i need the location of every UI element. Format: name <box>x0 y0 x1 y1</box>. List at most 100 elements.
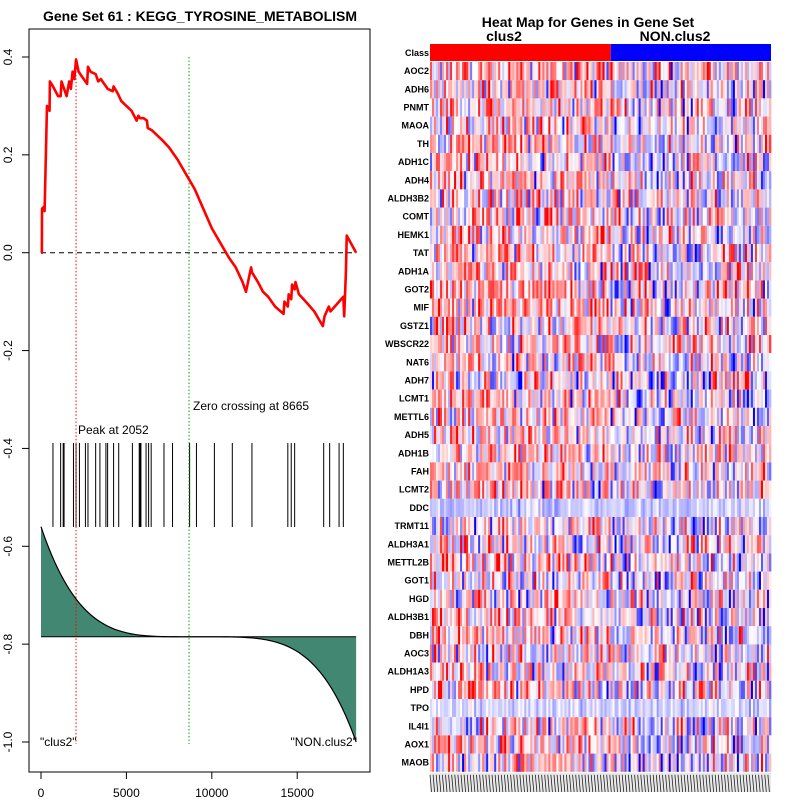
heatmap-cell <box>602 116 605 135</box>
heatmap-cell <box>552 280 555 299</box>
heatmap-cell <box>598 207 601 226</box>
heatmap-cell <box>630 262 633 281</box>
heatmap-cell <box>684 335 688 354</box>
heatmap-cell <box>596 535 599 554</box>
heatmap-cell <box>498 498 501 517</box>
heatmap-cell <box>510 480 513 499</box>
heatmap-cell <box>444 371 447 390</box>
heatmap-cell <box>650 98 654 117</box>
heatmap-cell <box>572 244 575 263</box>
heatmap-cell <box>510 244 513 263</box>
heatmap-cell <box>686 116 690 135</box>
heatmap-cell <box>456 171 459 190</box>
heatmap-cell <box>492 571 495 590</box>
heatmap-cell <box>488 426 491 445</box>
heatmap-cell <box>498 535 501 554</box>
heatmap-cell <box>476 498 479 517</box>
heatmap-cell <box>622 498 625 517</box>
heatmap-cell <box>464 116 467 135</box>
heatmap-cell <box>530 153 533 172</box>
heatmap-cell <box>624 207 627 226</box>
heatmap-cell <box>556 171 559 190</box>
heatmap-cell <box>744 444 748 463</box>
heatmap-cell <box>738 207 742 226</box>
heatmap-cell <box>528 389 531 408</box>
heatmap-cell <box>520 98 523 117</box>
heatmap-cell <box>672 280 676 299</box>
heatmap-cell <box>758 262 762 281</box>
heatmap-cell <box>624 189 627 208</box>
heatmap-cell <box>636 407 639 426</box>
gene-hit-ticks <box>52 443 344 527</box>
heatmap-cell <box>618 462 621 481</box>
heatmap-cell <box>660 407 664 426</box>
heatmap-cell <box>604 553 607 572</box>
heatmap-cell <box>636 244 639 263</box>
heatmap-cell <box>488 571 491 590</box>
heatmap-cell <box>708 553 712 572</box>
heatmap-cell <box>458 553 461 572</box>
heatmap-cell <box>442 80 445 99</box>
heatmap-cell <box>662 335 666 354</box>
heatmap-cell <box>732 444 736 463</box>
heatmap-cell <box>642 280 645 299</box>
heatmap-cell <box>562 98 565 117</box>
heatmap-cell <box>458 171 461 190</box>
heatmap-cell <box>452 535 455 554</box>
heatmap-cell <box>662 298 666 317</box>
heatmap-cell <box>710 225 714 244</box>
heatmap-cell <box>580 225 583 244</box>
heatmap-cell <box>494 480 497 499</box>
heatmap-cell <box>610 171 613 190</box>
heatmap-cell <box>580 389 583 408</box>
heatmap-cell <box>514 517 517 536</box>
heatmap-cell <box>690 207 694 226</box>
heatmap-cell <box>496 535 499 554</box>
heatmap-cell <box>472 498 475 517</box>
heatmap-cell <box>510 62 513 81</box>
heatmap-cell <box>664 371 668 390</box>
heatmap-cell <box>740 189 744 208</box>
heatmap-cell <box>500 480 503 499</box>
heatmap-cell <box>750 426 754 445</box>
heatmap-cell <box>508 426 511 445</box>
heatmap-cell <box>728 280 732 299</box>
heatmap-cell <box>488 298 491 317</box>
heatmap-cell <box>676 316 680 335</box>
heatmap-row-COMT <box>430 207 772 226</box>
heatmap-cell <box>596 480 599 499</box>
heatmap-cell <box>654 316 658 335</box>
heatmap-cell <box>596 80 599 99</box>
heatmap-cell <box>672 335 676 354</box>
heatmap-cell <box>642 535 645 554</box>
heatmap-cell <box>618 225 621 244</box>
heatmap-cell <box>660 134 664 153</box>
heatmap-cell <box>646 280 649 299</box>
heatmap-cell <box>498 171 501 190</box>
heatmap-cell <box>738 244 742 263</box>
heatmap-cell <box>448 225 451 244</box>
heatmap-cell <box>564 244 567 263</box>
heatmap-cell <box>502 80 505 99</box>
heatmap-cell <box>580 335 583 354</box>
heatmap-cell <box>682 116 686 135</box>
heatmap-cell <box>756 225 760 244</box>
heatmap-cell <box>642 98 645 117</box>
heatmap-cell <box>436 262 439 281</box>
heatmap-cell <box>478 207 481 226</box>
heatmap-cell <box>588 80 591 99</box>
heatmap-cell <box>756 244 760 263</box>
heatmap-cell <box>536 498 539 517</box>
heatmap-cell <box>614 444 617 463</box>
heatmap-cell <box>456 389 459 408</box>
heatmap-cell <box>692 80 696 99</box>
heatmap-cell <box>604 498 607 517</box>
heatmap-cell <box>748 517 752 536</box>
heatmap-cell <box>732 335 736 354</box>
heatmap-cell <box>612 207 615 226</box>
heatmap-cell <box>442 316 445 335</box>
heatmap-cell <box>642 316 645 335</box>
heatmap-cell <box>616 571 619 590</box>
heatmap-cell <box>438 535 441 554</box>
heatmap-cell <box>740 244 744 263</box>
